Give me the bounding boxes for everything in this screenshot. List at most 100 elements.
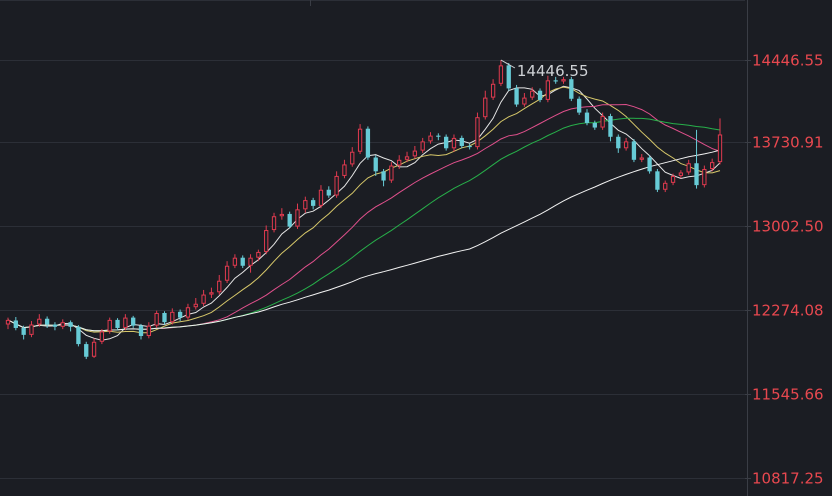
candle[interactable]: [623, 137, 629, 151]
candle[interactable]: [350, 147, 355, 167]
candle[interactable]: [381, 169, 386, 187]
candle[interactable]: [37, 314, 42, 327]
candle[interactable]: [13, 317, 18, 331]
candle[interactable]: [217, 274, 222, 295]
candle[interactable]: [271, 212, 277, 233]
candle[interactable]: [537, 88, 543, 103]
candle[interactable]: [522, 93, 527, 107]
candle[interactable]: [248, 254, 253, 273]
candle[interactable]: [467, 143, 472, 150]
candle[interactable]: [483, 90, 488, 120]
candle[interactable]: [310, 197, 316, 210]
candle[interactable]: [5, 317, 11, 330]
candle[interactable]: [498, 60, 504, 87]
candle[interactable]: [91, 338, 97, 358]
candle[interactable]: [326, 186, 331, 198]
candle[interactable]: [608, 113, 613, 142]
candle[interactable]: [577, 96, 582, 115]
candle[interactable]: [209, 287, 214, 299]
candle-body: [444, 136, 449, 149]
candle[interactable]: [68, 320, 73, 332]
candle[interactable]: [436, 133, 441, 141]
candle[interactable]: [131, 315, 136, 328]
candle[interactable]: [318, 185, 324, 209]
candle[interactable]: [52, 322, 58, 331]
candle[interactable]: [373, 155, 378, 176]
candle[interactable]: [663, 180, 668, 193]
candle[interactable]: [44, 316, 50, 328]
candle[interactable]: [146, 322, 151, 339]
candle[interactable]: [334, 171, 339, 198]
candle[interactable]: [459, 135, 464, 149]
candle[interactable]: [21, 325, 26, 340]
candle[interactable]: [201, 289, 206, 307]
candle[interactable]: [404, 151, 410, 163]
candle[interactable]: [506, 63, 511, 91]
candle[interactable]: [592, 120, 597, 130]
candle[interactable]: [107, 317, 112, 334]
candle[interactable]: [545, 75, 551, 103]
candle[interactable]: [710, 158, 715, 172]
candle[interactable]: [84, 341, 89, 360]
candle[interactable]: [616, 134, 621, 153]
candle[interactable]: [600, 112, 605, 130]
candle[interactable]: [561, 76, 566, 84]
candle[interactable]: [224, 261, 230, 284]
candle[interactable]: [490, 79, 496, 100]
candle[interactable]: [420, 137, 425, 153]
candle[interactable]: [115, 318, 120, 331]
candle[interactable]: [702, 165, 707, 188]
candle[interactable]: [177, 309, 183, 322]
candle[interactable]: [678, 170, 684, 179]
candle[interactable]: [232, 254, 238, 269]
candle[interactable]: [412, 145, 418, 159]
candle[interactable]: [631, 139, 637, 163]
candle-body: [389, 165, 394, 181]
candle[interactable]: [647, 155, 652, 174]
candle[interactable]: [655, 169, 660, 193]
candle[interactable]: [76, 325, 81, 347]
candle[interactable]: [154, 310, 159, 328]
candle[interactable]: [193, 298, 198, 310]
candle[interactable]: [428, 132, 433, 144]
candle[interactable]: [389, 162, 394, 183]
candle[interactable]: [342, 159, 347, 179]
candle-body: [639, 157, 644, 160]
candle[interactable]: [287, 211, 292, 228]
candle-body: [506, 65, 511, 89]
candle[interactable]: [256, 249, 261, 262]
candle[interactable]: [138, 323, 144, 340]
candle[interactable]: [451, 134, 457, 152]
candle[interactable]: [99, 329, 105, 345]
candles[interactable]: [5, 60, 723, 360]
candle[interactable]: [60, 319, 65, 330]
candle[interactable]: [553, 76, 558, 84]
candle[interactable]: [295, 203, 300, 229]
candle[interactable]: [357, 124, 363, 155]
candle[interactable]: [240, 255, 245, 269]
candle[interactable]: [162, 311, 167, 325]
candle[interactable]: [584, 109, 590, 126]
candle[interactable]: [694, 129, 699, 189]
candle[interactable]: [569, 76, 574, 102]
candle[interactable]: [397, 155, 402, 170]
candle[interactable]: [686, 159, 691, 175]
candle[interactable]: [670, 173, 676, 186]
candle[interactable]: [365, 126, 371, 160]
candle[interactable]: [514, 84, 519, 107]
candle[interactable]: [444, 134, 449, 151]
candle[interactable]: [475, 112, 480, 150]
candle[interactable]: [303, 196, 308, 213]
candle[interactable]: [170, 308, 175, 325]
candle[interactable]: [123, 314, 128, 331]
candle[interactable]: [530, 87, 535, 100]
candle[interactable]: [279, 208, 284, 220]
candle[interactable]: [717, 118, 723, 165]
candle[interactable]: [639, 154, 644, 163]
candle-body: [514, 88, 519, 105]
candle[interactable]: [185, 303, 191, 320]
candle[interactable]: [264, 225, 269, 255]
candle[interactable]: [29, 321, 34, 338]
